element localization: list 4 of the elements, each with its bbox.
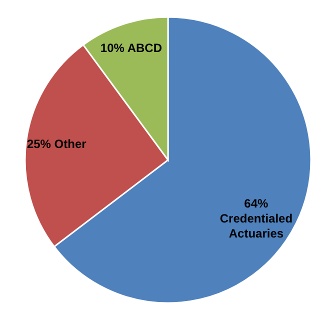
slice-label: Credentialed Actuaries xyxy=(220,212,293,241)
slice-label: 10% ABCD xyxy=(100,40,162,55)
slice-label: 25% Other xyxy=(26,136,87,151)
data-label: 64% xyxy=(244,196,269,211)
